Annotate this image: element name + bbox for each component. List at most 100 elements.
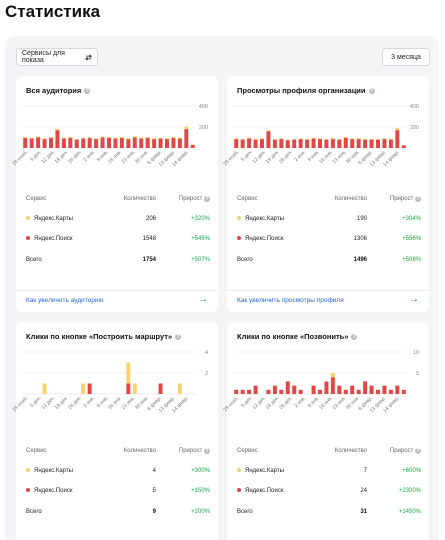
bar [253, 139, 258, 148]
bar [49, 138, 53, 148]
x-tick-label: 16 янв. [107, 395, 123, 411]
bar [87, 138, 92, 148]
info-icon[interactable]: ? [84, 87, 91, 94]
header-service: Сервис [237, 448, 258, 454]
bar [376, 139, 380, 148]
service-name: Яндекс.Поиск [34, 236, 73, 242]
services-filter-button[interactable]: Сервисы для показа [16, 48, 98, 66]
card-title: Клики по кнопке «Построить маршрут» ? [26, 332, 182, 341]
bar [190, 144, 195, 148]
service-count: 1548 [142, 236, 156, 242]
stats-table: Сервис Количество Прирост ? Яндекс.Карты… [237, 448, 421, 528]
bar [298, 138, 303, 140]
bar [74, 139, 79, 148]
bar [285, 140, 290, 148]
bar [266, 130, 271, 132]
info-icon[interactable]: ? [204, 196, 210, 202]
arrow-right-icon[interactable]: → [198, 294, 208, 305]
info-icon[interactable]: ? [175, 333, 182, 340]
header-service: Сервис [26, 448, 47, 454]
info-icon[interactable]: ? [415, 196, 421, 202]
bar [247, 138, 252, 148]
x-tick-label: 26 дек. [278, 395, 294, 411]
header-count: Количество [334, 448, 367, 454]
x-tick-label: 19 дек. [54, 395, 70, 411]
x-tick-label: 2 янв. [82, 149, 96, 163]
bar [337, 139, 342, 148]
info-icon[interactable]: ? [415, 448, 421, 454]
card-route-clicks: Клики по кнопке «Построить маршрут» ? 2 4… [11, 322, 218, 540]
stats-row-search: Яндекс.Поиск 1306 +556% [237, 236, 421, 246]
x-tick-label: 2 янв. [293, 149, 307, 163]
service-name: Яндекс.Карты [245, 468, 284, 474]
card-title: Просмотры профиля организации ? [237, 86, 375, 95]
improve-views-link-text[interactable]: Как увеличить просмотры профиля [237, 297, 344, 304]
x-tick-label: 23 янв. [121, 395, 137, 411]
stats-row-maps: Яндекс.Карты 4 +300% [26, 468, 210, 478]
improve-views-link[interactable]: Как увеличить просмотры профиля → [227, 290, 429, 310]
header-growth: Прирост ? [178, 196, 210, 202]
total-count: 9 [152, 509, 156, 515]
bar [401, 389, 406, 394]
bar [247, 389, 252, 394]
bar [343, 138, 348, 148]
bar [318, 138, 322, 140]
bar [94, 139, 99, 148]
bar [305, 139, 310, 148]
bar [184, 129, 189, 148]
bar [74, 138, 79, 140]
service-count: 4 [152, 468, 156, 474]
period-selector[interactable]: 3 месяца [382, 48, 430, 66]
bar [272, 138, 277, 140]
bar [395, 130, 400, 148]
improve-audience-link[interactable]: Как увеличить аудиторию → [16, 290, 218, 310]
bar [330, 373, 335, 378]
service-count: 7 [363, 468, 367, 474]
bar [350, 138, 355, 140]
bar [171, 138, 176, 148]
bar [337, 138, 342, 140]
y-tick-label: 200 [410, 125, 419, 131]
bar [139, 138, 144, 148]
swap-arrows-icon [85, 53, 92, 61]
search-legend-dot [26, 236, 30, 241]
service-growth: +304% [402, 216, 421, 222]
bar [152, 138, 157, 140]
stats-row-maps: Яндекс.Карты 190 +304% [237, 216, 421, 226]
x-tick-label: 23 янв. [332, 149, 348, 165]
bar [266, 131, 271, 148]
info-icon[interactable]: ? [368, 87, 375, 94]
info-icon[interactable]: ? [351, 333, 358, 340]
arrow-right-icon[interactable]: → [409, 294, 419, 305]
bar [61, 137, 66, 139]
header-growth: Прирост ? [389, 448, 421, 454]
total-label: Всего [237, 257, 253, 263]
total-count: 1754 [142, 257, 156, 263]
service-growth: +150% [191, 488, 210, 494]
bar [401, 145, 406, 148]
bar [234, 139, 239, 148]
bar [292, 139, 297, 148]
card-audience: Вся аудитория ? 200 400 28 нояб. 5 дек. 12 д… [11, 76, 218, 312]
x-tick-label: 2 янв. [82, 395, 96, 409]
improve-audience-link-text[interactable]: Как увеличить аудиторию [26, 297, 104, 304]
bar [113, 137, 118, 139]
bar [253, 138, 258, 140]
bar [382, 138, 387, 140]
header-service: Сервис [26, 196, 47, 202]
bar [318, 139, 322, 148]
bar [145, 138, 150, 148]
x-tick-label: 16 янв. [318, 395, 334, 411]
bar [132, 383, 137, 394]
bar [311, 137, 316, 139]
bar [324, 139, 329, 148]
bar [363, 138, 368, 140]
service-count: 190 [356, 216, 367, 222]
bar [279, 139, 284, 148]
info-icon[interactable]: ? [204, 448, 210, 454]
bar [81, 383, 86, 394]
bar [285, 381, 290, 394]
bar [285, 139, 290, 141]
